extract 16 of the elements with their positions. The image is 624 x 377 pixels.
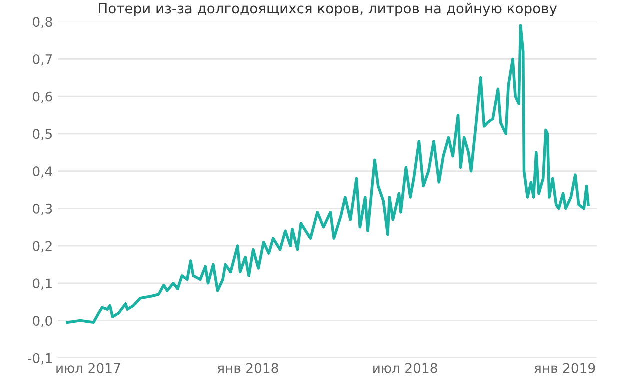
chart-title: Потери из-за долгодоящихся коров, литров на дойную корову bbox=[99, 3, 558, 16]
x-tick-label: янв 2019 bbox=[534, 363, 596, 374]
y-tick-label: 0,5 bbox=[33, 129, 52, 141]
x-tick-label: янв 2018 bbox=[218, 363, 278, 374]
y-tick-label: 0,6 bbox=[33, 92, 52, 104]
line-series bbox=[66, 24, 590, 324]
y-tick-label: 0,2 bbox=[33, 241, 52, 253]
y-tick-label: -0,1 bbox=[28, 353, 52, 365]
y-tick-label: 0,8 bbox=[33, 17, 52, 28]
y-tick-label: 0,0 bbox=[33, 316, 52, 328]
x-tick-label: июл 2017 bbox=[56, 363, 120, 374]
y-tick-label: 0,3 bbox=[33, 204, 52, 216]
y-tick-label: 0,4 bbox=[33, 166, 52, 178]
x-tick-label: июл 2018 bbox=[374, 363, 438, 374]
y-tick-label: 0,7 bbox=[33, 54, 52, 66]
y-tick-label: 0,1 bbox=[33, 278, 52, 290]
